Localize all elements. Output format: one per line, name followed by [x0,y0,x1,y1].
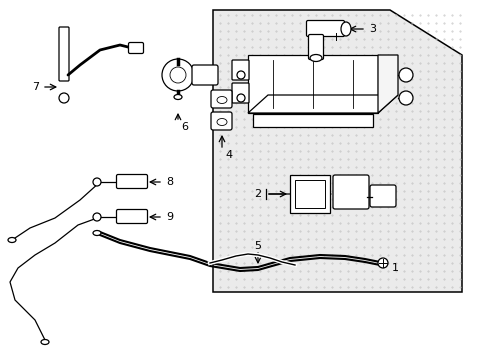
Polygon shape [247,95,397,113]
Text: 3: 3 [368,24,375,34]
Ellipse shape [41,339,49,345]
Text: 1: 1 [391,263,398,273]
Circle shape [237,71,244,79]
Circle shape [170,67,185,83]
Circle shape [398,68,412,82]
FancyBboxPatch shape [231,60,248,80]
Ellipse shape [93,230,101,235]
Text: 2: 2 [253,189,261,199]
Circle shape [162,59,194,91]
Ellipse shape [340,22,350,36]
FancyBboxPatch shape [192,65,218,85]
Text: 9: 9 [165,212,173,222]
FancyBboxPatch shape [332,175,368,209]
Polygon shape [213,10,461,292]
FancyBboxPatch shape [247,55,377,113]
FancyBboxPatch shape [231,83,248,103]
Ellipse shape [174,95,182,99]
Circle shape [93,213,101,221]
Text: 7: 7 [32,82,39,92]
Text: 4: 4 [224,150,232,160]
FancyBboxPatch shape [369,185,395,207]
Ellipse shape [217,96,226,104]
Circle shape [59,93,69,103]
Text: 5: 5 [254,241,261,251]
FancyBboxPatch shape [116,175,147,189]
Polygon shape [377,55,397,113]
FancyBboxPatch shape [59,27,69,81]
FancyBboxPatch shape [308,35,323,59]
Ellipse shape [309,54,321,62]
Ellipse shape [8,238,16,243]
Circle shape [93,178,101,186]
Circle shape [377,258,387,268]
Text: 6: 6 [181,122,187,132]
FancyBboxPatch shape [128,42,143,54]
Circle shape [398,91,412,105]
FancyBboxPatch shape [210,112,231,130]
FancyBboxPatch shape [294,180,325,208]
Circle shape [237,94,244,102]
FancyBboxPatch shape [210,90,231,108]
FancyBboxPatch shape [252,114,372,127]
Ellipse shape [217,118,226,126]
FancyBboxPatch shape [306,21,344,36]
FancyBboxPatch shape [116,210,147,224]
Text: 8: 8 [165,177,173,187]
FancyBboxPatch shape [289,175,329,213]
